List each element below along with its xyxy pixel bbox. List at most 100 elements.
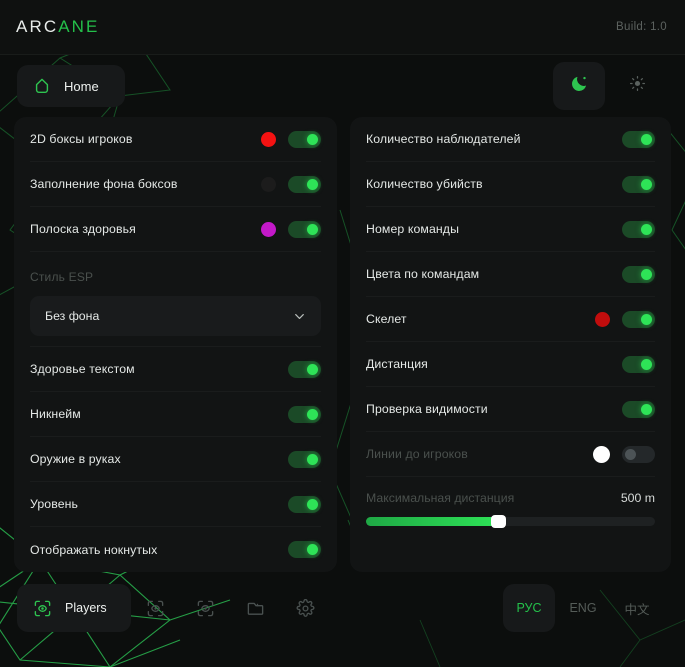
home-icon [33, 77, 51, 95]
tab-bar: Home [0, 55, 685, 117]
setting-label: Уровень [30, 497, 79, 511]
settings-column-right: Количество наблюдателей Количество убийс… [350, 117, 671, 572]
setting-label: Цвета по командам [366, 267, 480, 281]
nav-item-settings[interactable] [281, 584, 331, 632]
setting-toggle[interactable] [622, 175, 655, 193]
nav-item-players[interactable]: Players [17, 584, 131, 632]
setting-row[interactable]: Отображать нокнутых [30, 527, 321, 572]
setting-label: Полоска здоровья [30, 222, 136, 236]
setting-row[interactable]: Номер команды [366, 207, 655, 252]
setting-toggle[interactable] [622, 130, 655, 148]
theme-dark-button[interactable] [553, 62, 605, 110]
max-distance-slider-block: Максимальная дистанция 500 m [366, 477, 655, 528]
setting-row-lines-to-players[interactable]: Линии до игроков [366, 432, 655, 477]
theme-light-button[interactable] [611, 62, 663, 110]
setting-label: Номер команды [366, 222, 460, 236]
setting-label: Здоровье текстом [30, 362, 135, 376]
chevron-down-icon [293, 310, 306, 323]
color-swatch[interactable] [595, 311, 610, 327]
sun-icon [629, 75, 646, 97]
setting-row[interactable]: Полоска здоровья [30, 207, 321, 252]
gear-icon [296, 598, 315, 618]
bottom-nav: Players [17, 584, 331, 632]
nav-item-aim[interactable] [131, 584, 181, 632]
color-swatch[interactable] [261, 131, 276, 147]
slider-knob[interactable] [490, 515, 506, 528]
setting-label: Дистанция [366, 357, 428, 371]
setting-row[interactable]: Уровень [30, 482, 321, 527]
setting-label: Количество убийств [366, 177, 483, 191]
esp-style-dropdown[interactable]: Без фона [30, 296, 321, 336]
max-distance-slider[interactable] [366, 515, 655, 528]
setting-row[interactable]: Количество убийств [366, 162, 655, 207]
nav-item-target[interactable] [181, 584, 231, 632]
setting-toggle[interactable] [288, 130, 321, 148]
lang-zh[interactable]: 中文 [624, 602, 650, 617]
player-scan-icon [33, 599, 52, 618]
moon-icon [570, 74, 589, 98]
setting-row[interactable]: Количество наблюдателей [366, 117, 655, 162]
color-swatch[interactable] [261, 221, 276, 237]
aim-scan-icon [146, 599, 165, 618]
setting-label: Никнейм [30, 407, 81, 421]
setting-row[interactable]: Скелет [366, 297, 655, 342]
tab-home-label: Home [64, 78, 99, 94]
app-header: ARCANE Build: 1.0 [0, 0, 685, 55]
settings-main: 2D боксы игроков Заполнение фона боксов … [0, 117, 685, 572]
slider-fill [366, 517, 499, 526]
setting-row[interactable]: Здоровье текстом [30, 347, 321, 392]
setting-row[interactable]: Дистанция [366, 342, 655, 387]
nav-item-folder[interactable] [231, 584, 281, 632]
settings-column-left: 2D боксы игроков Заполнение фона боксов … [14, 117, 337, 572]
setting-toggle[interactable] [622, 220, 655, 238]
setting-row[interactable]: Проверка видимости [366, 387, 655, 432]
setting-label: Отображать нокнутых [30, 542, 158, 557]
max-distance-value: 500 m [620, 491, 655, 505]
setting-toggle[interactable] [622, 355, 655, 373]
theme-switcher [553, 62, 663, 110]
setting-toggle[interactable] [622, 445, 655, 463]
max-distance-header: Максимальная дистанция 500 m [366, 481, 655, 515]
logo-prefix: ARC [16, 17, 59, 36]
color-swatch[interactable] [593, 445, 610, 463]
setting-toggle[interactable] [288, 405, 321, 423]
setting-toggle[interactable] [288, 360, 321, 378]
setting-row[interactable]: Никнейм [30, 392, 321, 437]
setting-label: Количество наблюдателей [366, 132, 521, 146]
setting-row[interactable]: 2D боксы игроков [30, 117, 321, 162]
tab-home[interactable]: Home [17, 65, 125, 107]
color-swatch[interactable] [261, 176, 276, 192]
setting-label: 2D боксы игроков [30, 132, 133, 146]
nav-item-players-label: Players [65, 601, 107, 615]
esp-style-value: Без фона [45, 309, 100, 323]
setting-toggle[interactable] [288, 175, 321, 193]
logo-accent: ANE [58, 17, 100, 36]
setting-label: Проверка видимости [366, 402, 488, 416]
bottom-bar: Players [0, 572, 685, 644]
setting-label: Скелет [366, 312, 407, 326]
target-scan-icon [196, 599, 215, 618]
lang-en[interactable]: ENG [569, 601, 597, 615]
setting-toggle[interactable] [622, 310, 655, 328]
setting-toggle[interactable] [622, 400, 655, 418]
esp-style-label: Стиль ESP [30, 270, 94, 284]
max-distance-label: Максимальная дистанция [366, 491, 515, 505]
setting-toggle[interactable] [288, 541, 321, 558]
build-version-label: Build: 1.0 [616, 21, 667, 33]
folder-icon [246, 599, 265, 618]
lang-ru[interactable]: РУС [503, 584, 555, 632]
setting-label: Оружие в руках [30, 452, 121, 466]
setting-toggle[interactable] [288, 220, 321, 238]
setting-label: Заполнение фона боксов [30, 177, 178, 191]
setting-toggle[interactable] [622, 265, 655, 283]
language-switcher: РУС ENG 中文 [503, 584, 663, 632]
setting-row[interactable]: Заполнение фона боксов [30, 162, 321, 207]
setting-label: Линии до игроков [366, 447, 468, 461]
setting-toggle[interactable] [288, 495, 321, 513]
setting-row[interactable]: Оружие в руках [30, 437, 321, 482]
setting-row[interactable]: Цвета по командам [366, 252, 655, 297]
app-logo: ARCANE [16, 17, 99, 37]
esp-style-dropdown-wrap: Без фона [30, 288, 321, 347]
setting-toggle[interactable] [288, 450, 321, 468]
